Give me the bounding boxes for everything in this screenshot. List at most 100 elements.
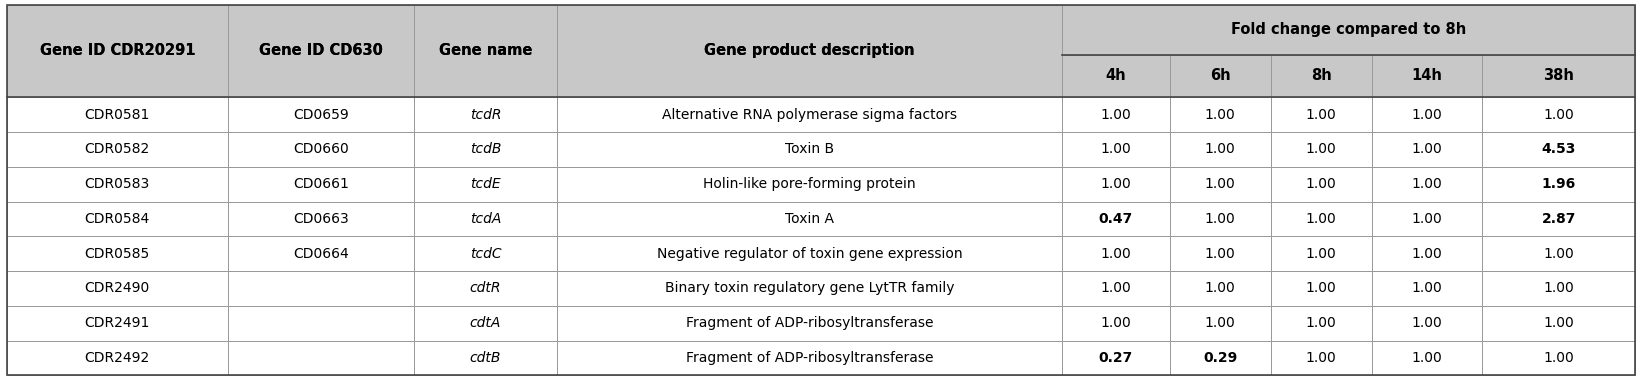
Bar (1169, 306, 1271, 341)
Text: Gene product description: Gene product description (704, 43, 915, 58)
Text: 1.00: 1.00 (1100, 177, 1131, 191)
Bar (1271, 271, 1371, 306)
Text: 1.96: 1.96 (1542, 177, 1576, 191)
Text: 1.00: 1.00 (1305, 282, 1337, 295)
Bar (557, 167, 1062, 202)
Text: Gene product description: Gene product description (704, 43, 915, 58)
Bar (7, 271, 228, 306)
Text: CD0660: CD0660 (292, 142, 348, 156)
Text: Toxin A: Toxin A (785, 212, 834, 226)
Bar (1169, 167, 1271, 202)
Text: CDR0582: CDR0582 (85, 142, 149, 156)
Text: 1.00: 1.00 (1305, 142, 1337, 156)
Bar (228, 167, 414, 202)
Bar (1062, 202, 1169, 236)
Bar (1483, 167, 1635, 202)
Bar (1271, 236, 1371, 271)
Text: tcdA: tcdA (470, 212, 501, 226)
Text: Gene ID CDR20291: Gene ID CDR20291 (39, 43, 195, 58)
Text: cdtR: cdtR (470, 282, 501, 295)
Bar (1169, 341, 1271, 375)
Text: 1.00: 1.00 (1100, 107, 1131, 122)
Bar (228, 271, 414, 306)
Bar (557, 236, 1062, 271)
Bar (414, 132, 557, 167)
Text: 0.47: 0.47 (1098, 212, 1133, 226)
Text: 1.00: 1.00 (1100, 142, 1131, 156)
Text: 0.27: 0.27 (1098, 351, 1133, 365)
Text: CDR2490: CDR2490 (85, 282, 149, 295)
Text: 8h: 8h (1310, 69, 1332, 83)
Text: Binary toxin regulatory gene LytTR family: Binary toxin regulatory gene LytTR famil… (665, 282, 954, 295)
Bar (1169, 54, 1271, 97)
Text: CDR0581: CDR0581 (85, 107, 149, 122)
Bar (557, 341, 1062, 375)
Bar (228, 341, 414, 375)
Text: 1.00: 1.00 (1543, 247, 1575, 261)
Text: CD0659: CD0659 (292, 107, 348, 122)
Bar (1371, 167, 1483, 202)
Text: 1.00: 1.00 (1205, 107, 1235, 122)
Bar (7, 236, 228, 271)
Text: tcdE: tcdE (470, 177, 501, 191)
Bar (7, 306, 228, 341)
Bar (1371, 132, 1483, 167)
Bar (1271, 167, 1371, 202)
Bar (414, 5, 557, 97)
Bar (1371, 97, 1483, 132)
Bar (1271, 54, 1371, 97)
Bar (7, 167, 228, 202)
Text: 14h: 14h (1412, 69, 1442, 83)
Bar (1062, 167, 1169, 202)
Bar (1062, 132, 1169, 167)
Text: Gene ID CD630: Gene ID CD630 (259, 43, 383, 58)
Text: Negative regulator of toxin gene expression: Negative regulator of toxin gene express… (657, 247, 962, 261)
Text: 1.00: 1.00 (1412, 282, 1442, 295)
Text: Toxin B: Toxin B (785, 142, 834, 156)
Bar (557, 202, 1062, 236)
Text: 38h: 38h (1543, 69, 1575, 83)
Bar (7, 5, 228, 97)
Bar (1483, 236, 1635, 271)
Bar (1062, 5, 1635, 54)
Bar (228, 202, 414, 236)
Bar (1483, 54, 1635, 97)
Bar (557, 132, 1062, 167)
Bar (1169, 271, 1271, 306)
Text: 1.00: 1.00 (1100, 247, 1131, 261)
Bar (228, 306, 414, 341)
Text: 1.00: 1.00 (1100, 316, 1131, 330)
Bar (1062, 236, 1169, 271)
Bar (1483, 132, 1635, 167)
Text: CDR0583: CDR0583 (85, 177, 149, 191)
Bar (557, 97, 1062, 132)
Bar (414, 167, 557, 202)
Text: Holin-like pore-forming protein: Holin-like pore-forming protein (703, 177, 916, 191)
Text: 1.00: 1.00 (1305, 247, 1337, 261)
Text: 1.00: 1.00 (1543, 107, 1575, 122)
Bar (1062, 271, 1169, 306)
Bar (1271, 341, 1371, 375)
Bar (557, 271, 1062, 306)
Bar (414, 236, 557, 271)
Text: CD0663: CD0663 (292, 212, 348, 226)
Text: CDR2491: CDR2491 (85, 316, 149, 330)
Text: 1.00: 1.00 (1205, 177, 1235, 191)
Bar (1483, 97, 1635, 132)
Bar (1371, 54, 1483, 97)
Text: 1.00: 1.00 (1412, 177, 1442, 191)
Text: Fragment of ADP-ribosyltransferase: Fragment of ADP-ribosyltransferase (686, 316, 933, 330)
Bar (557, 306, 1062, 341)
Bar (228, 236, 414, 271)
Text: CD0664: CD0664 (292, 247, 348, 261)
Text: 1.00: 1.00 (1543, 282, 1575, 295)
Bar (7, 202, 228, 236)
Text: 1.00: 1.00 (1412, 351, 1442, 365)
Text: Gene ID CDR20291: Gene ID CDR20291 (39, 43, 195, 58)
Bar (1371, 202, 1483, 236)
Bar (1271, 202, 1371, 236)
Text: 1.00: 1.00 (1205, 142, 1235, 156)
Bar (414, 306, 557, 341)
Bar (228, 132, 414, 167)
Bar (414, 341, 557, 375)
